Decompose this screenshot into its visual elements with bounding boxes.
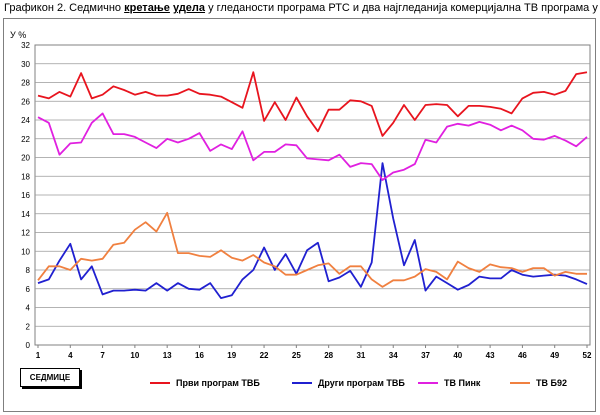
x-tick-label: 52 (583, 351, 592, 360)
title-prefix: Графикон 2. Седмично (4, 2, 125, 14)
y-tick-label: 16 (21, 191, 30, 200)
y-tick-label: 30 (21, 60, 30, 69)
x-tick-labels: 1 4 7 10 13 16 19 22 25 28 31 34 37 40 43 46 49 52 (36, 345, 592, 360)
x-tick-label: 16 (195, 351, 204, 360)
y-tick-label: 8 (26, 266, 31, 275)
x-tick-label: 49 (550, 351, 559, 360)
legend-item-2: Други програм ТВБ (292, 378, 405, 388)
legend-label: ТВ Пинк (444, 378, 481, 388)
x-axis-label: СЕДМИЦЕ (20, 368, 80, 387)
legend-item-1: Први програм ТВБ (150, 378, 260, 388)
y-tick-label: 20 (21, 154, 30, 163)
x-tick-label: 34 (389, 351, 398, 360)
legend-label: ТВ Б92 (536, 378, 567, 388)
title-suffix: у гледаности програма РТС и два најгледа… (205, 2, 600, 14)
gridlines (35, 63, 590, 327)
title-bold-2: удела (172, 2, 206, 14)
legend-item-3: ТВ Пинк (418, 378, 480, 388)
series-line-3 (37, 112, 588, 181)
x-tick-label: 10 (130, 351, 139, 360)
x-tick-label: 22 (260, 351, 269, 360)
x-tick-label: 31 (356, 351, 365, 360)
series-line-2 (37, 162, 588, 300)
x-tick-label: 28 (324, 351, 333, 360)
legend-swatch (292, 382, 312, 384)
x-tick-label: 13 (163, 351, 172, 360)
legend-swatch (150, 382, 170, 384)
y-tick-label: 22 (21, 135, 30, 144)
y-tick-label: 0 (26, 341, 31, 350)
legend-swatch (510, 382, 530, 384)
legend-swatch (418, 382, 438, 384)
x-tick-label: 37 (421, 351, 430, 360)
series-line-4 (37, 211, 587, 288)
y-tick-label: 2 (26, 322, 31, 331)
x-tick-label: 7 (100, 351, 105, 360)
series-line-1 (37, 71, 588, 137)
y-tick-label: 4 (26, 304, 31, 313)
y-tick-label: 26 (21, 97, 30, 106)
y-tick-label: 32 (21, 41, 30, 50)
y-tick-label: 28 (21, 79, 30, 88)
x-tick-label: 40 (453, 351, 462, 360)
y-axis-label: У % (10, 30, 26, 40)
chart-title: Графикон 2. Седмично кретање удела у гле… (4, 2, 600, 14)
y-tick-label: 10 (21, 247, 30, 256)
y-tick-label: 6 (26, 285, 31, 294)
x-tick-label: 4 (68, 351, 73, 360)
legend-item-4: ТВ Б92 (510, 378, 567, 388)
x-tick-label: 25 (292, 351, 301, 360)
x-tick-label: 1 (36, 351, 41, 360)
x-tick-label: 43 (486, 351, 495, 360)
title-bold-1: кретање (124, 2, 170, 14)
legend-label: Други програм ТВБ (318, 378, 405, 388)
y-tick-label: 18 (21, 172, 30, 181)
legend-label: Први програм ТВБ (176, 378, 260, 388)
series-lines (37, 71, 588, 300)
y-tick-label: 24 (21, 116, 30, 125)
x-tick-label: 46 (518, 351, 527, 360)
y-tick-label: 14 (21, 210, 30, 219)
x-tick-label: 19 (227, 351, 236, 360)
y-tick-label: 12 (21, 229, 30, 238)
